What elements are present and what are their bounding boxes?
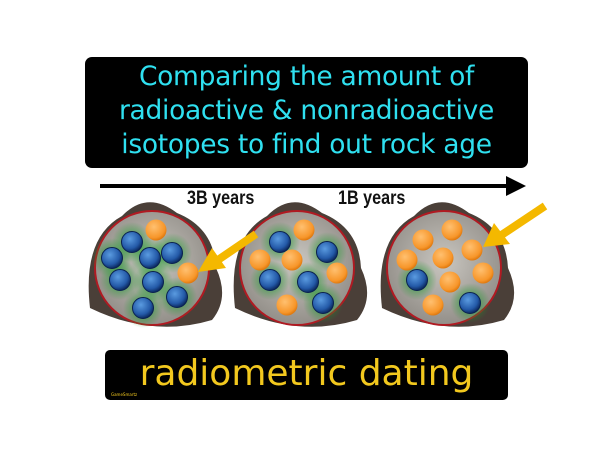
nonradioactive-isotope (161, 242, 183, 264)
radioactive-isotope (293, 219, 315, 241)
rock-3 (380, 202, 515, 327)
radioactive-isotope (326, 262, 348, 284)
radioactive-isotope (461, 239, 483, 261)
nonradioactive-isotope (316, 241, 338, 263)
radioactive-isotope (145, 219, 167, 241)
rock-2 (233, 202, 368, 327)
nonradioactive-isotope (121, 231, 143, 253)
caption-text: radiometric dating (139, 353, 474, 394)
nonradioactive-isotope (132, 297, 154, 319)
rock-1 (88, 202, 223, 328)
label-3b-years: 3B years (187, 188, 255, 209)
nonradioactive-isotope (406, 269, 428, 291)
title-line-3: isotopes to find out rock age (121, 129, 492, 160)
radioactive-isotope (276, 294, 298, 316)
title-line-2: radioactive & nonradioactive (118, 95, 495, 126)
radioactive-isotope (412, 229, 434, 251)
nonradioactive-isotope (142, 271, 164, 293)
nonradioactive-isotope (166, 286, 188, 308)
timeline-arrowhead (506, 176, 526, 196)
pointer-arrow-rock-3 (483, 202, 548, 247)
radioactive-isotope (396, 249, 418, 271)
title-line-1: Comparing the amount of (138, 61, 475, 92)
nonradioactive-isotope (139, 247, 161, 269)
nonradioactive-isotope (297, 271, 319, 293)
nonradioactive-isotope (109, 269, 131, 291)
watermark: GameSmartz (111, 392, 138, 397)
title-banner: Comparing the amount of radioactive & no… (85, 57, 528, 168)
radioactive-isotope (281, 249, 303, 271)
radioactive-isotope (439, 271, 461, 293)
radioactive-isotope (177, 262, 199, 284)
nonradioactive-isotope (259, 269, 281, 291)
nonradioactive-isotope (312, 292, 334, 314)
caption-box: radiometric dating GameSmartz (105, 350, 508, 400)
label-1b-years: 1B years (338, 188, 406, 209)
radioactive-isotope (432, 247, 454, 269)
nonradioactive-isotope (101, 247, 123, 269)
nonradioactive-isotope (269, 231, 291, 253)
radioactive-isotope (249, 249, 271, 271)
radioactive-isotope (422, 294, 444, 316)
radioactive-isotope (472, 262, 494, 284)
pointer-arrow-rock-1 (198, 230, 259, 272)
radioactive-isotope (441, 219, 463, 241)
nonradioactive-isotope (459, 292, 481, 314)
